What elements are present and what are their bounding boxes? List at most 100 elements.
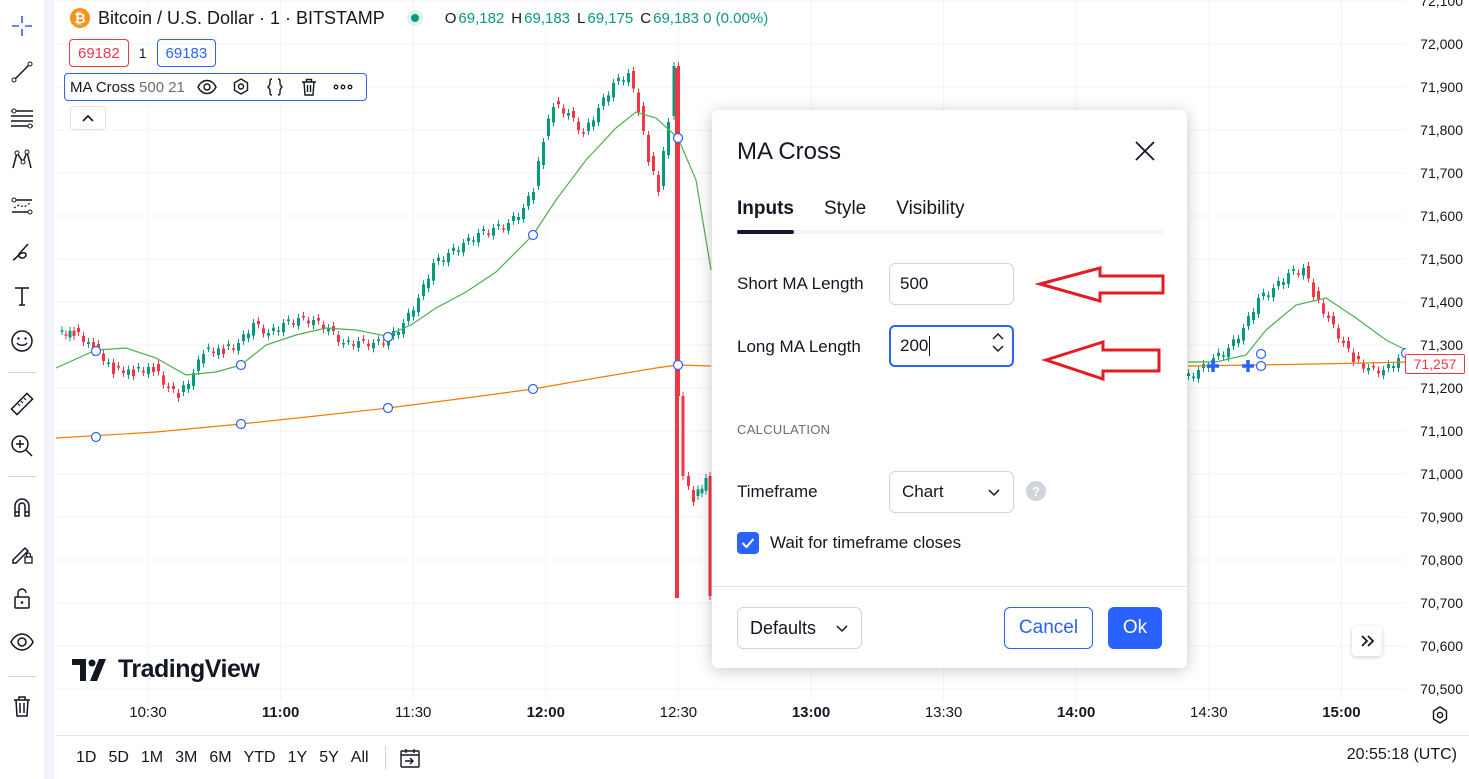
wait-timeframe-label[interactable]: Wait for timeframe closes <box>770 533 962 552</box>
candle-body <box>1282 282 1285 285</box>
help-icon[interactable]: ? <box>1026 481 1046 501</box>
time-axis[interactable]: 10:30 11:00 11:30 12:00 12:30 13:00 13:30 14:00… <box>56 700 1406 728</box>
range-button-1d[interactable]: 1D <box>76 748 97 766</box>
candle-body <box>1307 266 1310 279</box>
source-code-icon[interactable] <box>263 75 287 99</box>
candle-body <box>427 278 430 289</box>
defaults-label: Defaults <box>750 617 817 638</box>
drawing-toolbar <box>0 0 44 779</box>
ok-button[interactable]: Ok <box>1108 607 1162 649</box>
long-ma-input[interactable]: 200 <box>889 325 1014 367</box>
candle-body <box>1252 312 1255 320</box>
dialog-footer-divider <box>712 586 1187 587</box>
range-button-all[interactable]: All <box>350 748 369 766</box>
magnet-icon[interactable] <box>4 490 40 526</box>
wait-timeframe-checkbox[interactable] <box>737 532 759 554</box>
long-ma-line <box>1187 361 1406 367</box>
range-button-ytd[interactable]: YTD <box>243 748 276 766</box>
fib-retracement-icon[interactable] <box>4 100 40 136</box>
ohlc-values: O 69,182 H 69,183 L 69,175 C 69,183 0 (0.00%… <box>445 10 773 27</box>
tab-visibility[interactable]: Visibility <box>896 198 965 219</box>
indicator-legend[interactable]: MA Cross 500 21 <box>64 73 367 101</box>
candle-body <box>1242 328 1245 341</box>
candle-body <box>362 339 365 341</box>
prediction-icon[interactable] <box>4 188 40 224</box>
price-tick: 72,100 <box>1420 0 1463 9</box>
sell-price-button[interactable]: 69182 <box>69 39 129 67</box>
timeframe-select[interactable]: Chart <box>889 471 1014 513</box>
brush-icon[interactable] <box>4 234 40 270</box>
candle-body <box>507 223 510 231</box>
range-button-5y[interactable]: 5Y <box>319 748 339 766</box>
trend-line-icon[interactable] <box>4 54 40 90</box>
price-axis[interactable]: 72,100 72,000 71,900 71,800 71,700 71,600 71,5… <box>1406 0 1469 735</box>
symbol-title[interactable]: Bitcoin / U.S. Dollar · 1 · BITSTAMP <box>98 7 385 28</box>
tradingview-mark-icon <box>72 658 106 681</box>
tradingview-logo[interactable]: TradingView <box>72 655 260 684</box>
candle-body <box>582 132 585 134</box>
indicator-name[interactable]: MA Cross <box>70 78 136 96</box>
candle-body <box>192 373 195 386</box>
tab-style[interactable]: Style <box>824 198 867 219</box>
more-icon[interactable] <box>331 75 355 99</box>
eye-icon[interactable] <box>195 75 219 99</box>
remove-icon[interactable] <box>297 75 321 99</box>
candle-body <box>327 328 330 332</box>
ma-point-marker <box>1400 347 1406 359</box>
cancel-button[interactable]: Cancel <box>1004 607 1093 649</box>
emoji-icon[interactable] <box>4 323 40 359</box>
range-button-6m[interactable]: 6M <box>209 748 232 766</box>
price-tick: 70,700 <box>1420 595 1463 611</box>
range-button-5d[interactable]: 5D <box>108 748 129 766</box>
ohlc-open-key: O <box>444 9 457 27</box>
date-range-icon[interactable] <box>396 744 424 772</box>
tab-inputs[interactable]: Inputs <box>737 198 794 234</box>
price-tick: 71,700 <box>1420 165 1463 181</box>
collapse-legend-button[interactable] <box>70 106 106 130</box>
ruler-icon[interactable] <box>4 386 40 422</box>
trash-icon[interactable] <box>4 688 40 724</box>
toolbar-divider <box>8 476 36 477</box>
zoom-in-icon[interactable] <box>4 428 40 464</box>
chart-settings-gear-icon[interactable] <box>1428 703 1452 727</box>
candle-body <box>612 83 615 98</box>
short-ma-label: Short MA Length <box>737 274 864 293</box>
time-tick: 10:30 <box>129 704 167 721</box>
ma-point-marker <box>1255 348 1267 360</box>
utc-clock[interactable]: 20:55:18 (UTC) <box>1346 746 1457 763</box>
candle-body <box>1262 292 1265 296</box>
ma-point-marker <box>527 383 539 395</box>
range-button-1y[interactable]: 1Y <box>287 748 308 766</box>
text-icon[interactable] <box>4 278 40 314</box>
double-chevron-right-icon <box>1361 635 1375 647</box>
defaults-dropdown[interactable]: Defaults <box>737 607 862 649</box>
pattern-icon[interactable] <box>4 142 40 178</box>
market-status-icon[interactable] <box>406 10 423 26</box>
lock-icon[interactable] <box>4 580 40 616</box>
ma-point-marker <box>672 359 684 371</box>
short-ma-input[interactable]: 500 <box>889 263 1014 305</box>
candle-body <box>472 240 475 242</box>
eye-icon[interactable] <box>4 624 40 660</box>
indicator-args: 500 21 <box>139 78 185 96</box>
ohlc-high-value: 69,183 <box>524 9 571 27</box>
wait-timeframe-row[interactable]: Wait for timeframe closes <box>737 532 961 554</box>
range-button-1m[interactable]: 1M <box>140 748 164 766</box>
buy-price-button[interactable]: 69183 <box>156 39 217 67</box>
settings-gear-icon[interactable] <box>229 75 253 99</box>
candle-body <box>1217 352 1220 356</box>
candle-body <box>397 332 400 335</box>
number-stepper[interactable] <box>992 331 1004 354</box>
close-icon[interactable] <box>1130 136 1160 166</box>
crosshair-icon[interactable] <box>4 8 40 44</box>
brand-text: TradingView <box>118 655 260 683</box>
lock-drawing-icon[interactable] <box>4 535 40 571</box>
range-button-3m[interactable]: 3M <box>175 748 198 766</box>
scroll-to-realtime-button[interactable] <box>1352 626 1382 656</box>
candle-body <box>217 348 220 355</box>
candle-body <box>517 217 520 220</box>
stepper-up-icon <box>992 333 1004 340</box>
price-tick: 70,500 <box>1420 681 1463 697</box>
candle-body <box>632 71 635 89</box>
ma-point-marker <box>235 359 247 371</box>
